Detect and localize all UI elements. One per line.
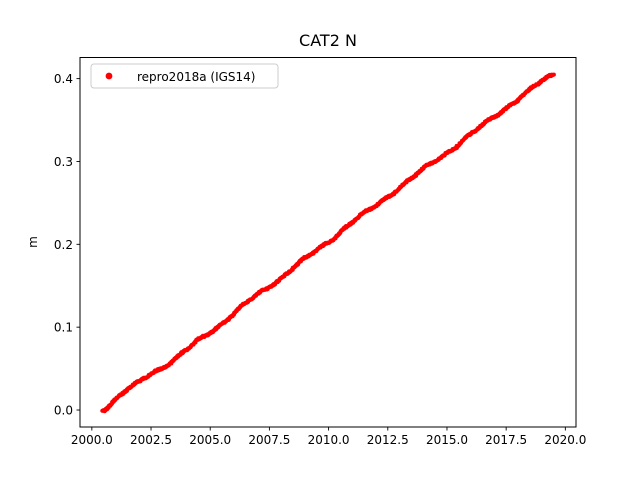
x-tick-label: 2007.5: [248, 433, 290, 447]
chart-title: CAT2 N: [299, 31, 357, 50]
x-tick-label: 2005.0: [189, 433, 231, 447]
data-point: [551, 72, 556, 77]
axes-frame: [79, 57, 577, 428]
scatter-series: [100, 72, 556, 414]
y-axis-label: m: [26, 236, 40, 248]
x-tick-label: 2000.0: [71, 433, 113, 447]
x-axis-ticks: 2000.0 2002.5 2005.0 2007.5 2010.0 2012.5 2015…: [71, 427, 586, 447]
y-tick-label: 0.4: [54, 72, 73, 86]
x-tick-label: 2012.5: [367, 433, 409, 447]
y-tick-label: 0.3: [54, 155, 73, 169]
y-axis-ticks: 0.0 0.1 0.2 0.3 0.4: [54, 72, 80, 418]
y-tick-label: 0.2: [54, 238, 73, 252]
legend-label: repro2018a (IGS14): [137, 70, 255, 84]
x-tick-label: 2017.5: [485, 433, 527, 447]
x-tick-label: 2015.0: [426, 433, 468, 447]
legend-box: [90, 63, 279, 89]
y-tick-label: 0.0: [54, 404, 73, 418]
y-tick-label: 0.1: [54, 321, 73, 335]
x-tick-label: 2002.5: [130, 433, 172, 447]
x-tick-label: 2020.0: [544, 433, 586, 447]
x-tick-label: 2010.0: [308, 433, 350, 447]
legend-marker-dot: [105, 72, 113, 80]
legend: repro2018a (IGS14): [90, 63, 279, 89]
